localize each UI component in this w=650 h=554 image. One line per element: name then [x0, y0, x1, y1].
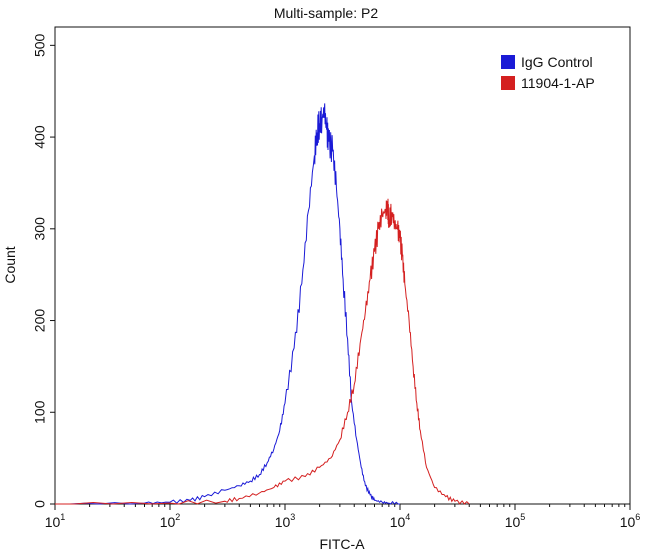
x-axis: 101 102 103 104 105 106 — [45, 504, 641, 530]
x-axis-label: FITC-A — [319, 536, 365, 552]
legend-label: 11904-1-AP — [521, 75, 595, 91]
x-tick-label: 102 — [160, 512, 181, 530]
y-tick-label: 300 — [32, 217, 48, 241]
legend-swatch — [501, 55, 515, 69]
plot-frame — [54, 26, 631, 505]
y-tick-label: 200 — [32, 309, 48, 333]
x-tick-label: 106 — [620, 512, 641, 530]
legend-swatch — [501, 76, 515, 90]
y-axis-label: Count — [2, 246, 18, 283]
series-line-igg-control — [55, 103, 400, 505]
y-tick-label: 400 — [32, 125, 48, 149]
x-tick-label: 101 — [45, 512, 66, 530]
y-tick-label: 100 — [32, 400, 48, 424]
x-tick-label: 104 — [390, 512, 411, 530]
legend: IgG Control 11904-1-AP — [501, 54, 595, 91]
y-axis: 0 100 200 300 400 500 — [32, 33, 55, 508]
series-line-11904-1-ap — [55, 198, 470, 505]
series-layer — [55, 103, 470, 505]
x-tick-label: 103 — [275, 512, 296, 530]
y-tick-label: 0 — [32, 500, 48, 508]
y-tick-label: 500 — [32, 33, 48, 57]
legend-label: IgG Control — [521, 54, 593, 70]
chart-title: Multi-sample: P2 — [274, 5, 378, 21]
x-tick-label: 105 — [505, 512, 526, 530]
